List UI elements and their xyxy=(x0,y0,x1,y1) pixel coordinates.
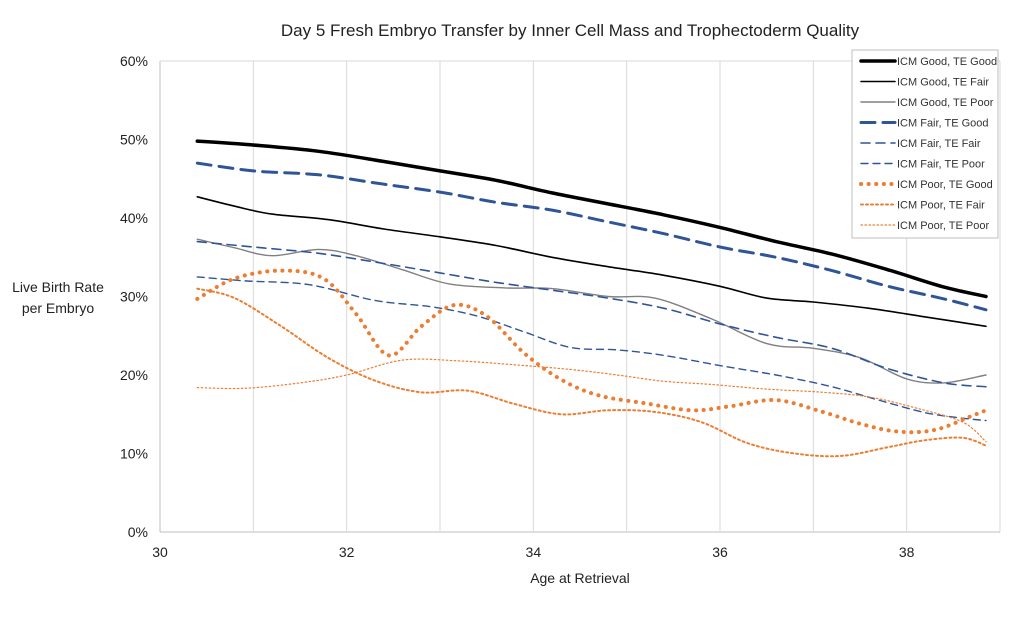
legend-label-4: ICM Fair, TE Good xyxy=(897,118,989,130)
y-tick-label: 50% xyxy=(120,132,148,148)
legend-label-9: ICM Poor, TE Poor xyxy=(897,220,989,232)
legend: ICM Good, TE Good ICM Good, TE Fair ICM Go… xyxy=(851,49,999,239)
y-axis-label-line-2: per Embryo xyxy=(22,300,95,316)
legend-box xyxy=(851,49,999,239)
series-line-5 xyxy=(196,240,987,388)
series-line-8 xyxy=(196,287,987,458)
y-tick-label: 60% xyxy=(120,53,148,69)
series-line-4 xyxy=(195,161,988,312)
series-line-2 xyxy=(196,196,987,328)
y-tick-label: 30% xyxy=(120,289,148,305)
x-tick-label: 36 xyxy=(712,544,728,560)
series-line-1 xyxy=(195,139,988,299)
legend-label-8: ICM Poor, TE Fair xyxy=(897,200,985,212)
legend-label-5: ICM Fair, TE Fair xyxy=(897,138,981,150)
series-line-6 xyxy=(196,276,987,422)
legend-label-7: ICM Poor, TE Good xyxy=(897,179,993,191)
x-axis-label: Age at Retrieval xyxy=(530,570,630,586)
legend-label-2: ICM Good, TE Fair xyxy=(897,77,989,89)
x-tick-labels: 30 32 34 36 38 xyxy=(152,544,914,560)
y-axis-label-line-1: Live Birth Rate xyxy=(12,279,104,295)
legend-label-1: ICM Good, TE Good xyxy=(897,56,997,68)
series-lines xyxy=(195,139,988,458)
x-tick-label: 30 xyxy=(152,544,168,560)
y-tick-label: 20% xyxy=(120,367,148,383)
y-tick-label: 40% xyxy=(120,210,148,226)
y-tick-label: 10% xyxy=(120,446,148,462)
series-line-9 xyxy=(196,358,987,443)
legend-label-3: ICM Good, TE Poor xyxy=(897,97,994,109)
x-tick-label: 34 xyxy=(526,544,542,560)
x-tick-label: 32 xyxy=(339,544,355,560)
legend-label-6: ICM Fair, TE Poor xyxy=(897,159,985,171)
chart-title: Day 5 Fresh Embryo Transfer by Inner Cel… xyxy=(281,21,860,40)
y-tick-labels: 0% 10% 20% 30% 40% 50% 60% xyxy=(120,53,148,540)
x-tick-label: 38 xyxy=(899,544,915,560)
y-tick-label: 0% xyxy=(128,524,148,540)
